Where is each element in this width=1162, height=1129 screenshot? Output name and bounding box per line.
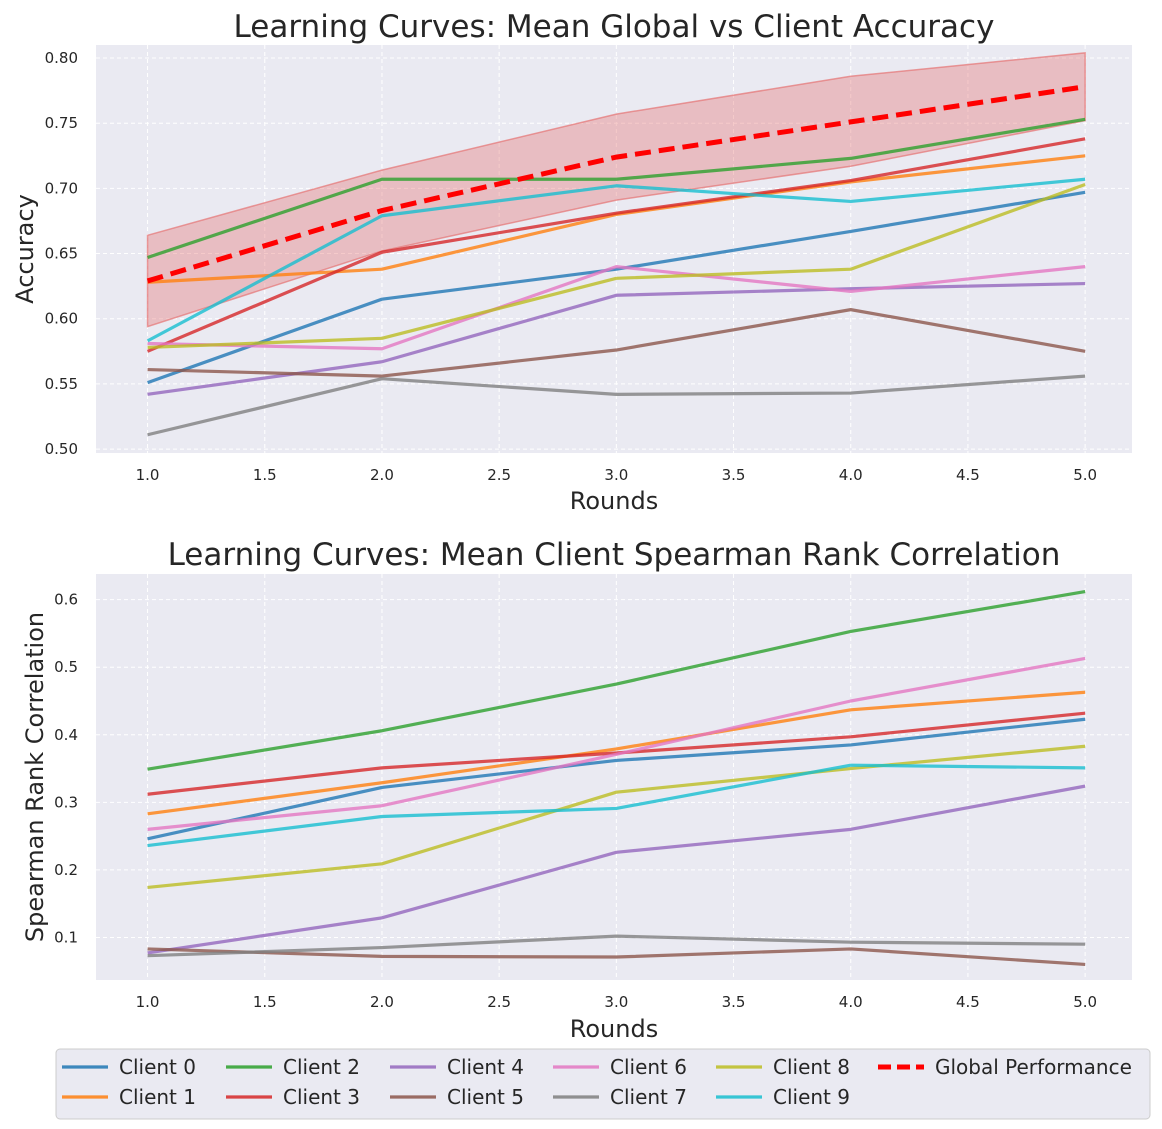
legend-item-client-6: Client 6 (553, 1055, 687, 1079)
legend-label: Client 8 (773, 1055, 850, 1079)
x-tick-label: 1.0 (136, 993, 160, 1011)
x-tick-label: 4.0 (839, 993, 863, 1011)
series-line-client-8 (147, 744, 1086, 890)
y-tick-label: 0.65 (45, 245, 78, 263)
legend-item-client-2: Client 2 (226, 1055, 360, 1079)
y-tick-label: 0.3 (54, 793, 78, 811)
legend-item-client-1: Client 1 (62, 1085, 196, 1109)
x-tick-label: 2.0 (370, 993, 394, 1011)
spearman-chart: Learning Curves: Mean Client Spearman Ra… (21, 537, 1132, 1043)
series-line-client-4 (147, 784, 1086, 955)
y-tick-label: 0.5 (54, 658, 78, 676)
x-tick-label: 3.5 (722, 993, 746, 1011)
spearman-plot-area (96, 574, 1132, 980)
spearman-x-axis-label: Rounds (570, 1015, 658, 1043)
accuracy-chart-title: Learning Curves: Mean Global vs Client A… (234, 9, 995, 45)
series-line-client-5 (147, 947, 1086, 967)
series-line-client-9 (147, 763, 1086, 848)
legend-label: Client 0 (119, 1055, 196, 1079)
series-line-client-5 (147, 308, 1086, 378)
y-tick-label: 0.70 (45, 179, 78, 197)
legend-label: Client 9 (773, 1085, 850, 1109)
legend-label: Global Performance (935, 1055, 1132, 1079)
x-tick-label: 2.5 (487, 993, 511, 1011)
legend-item-client-9: Client 9 (716, 1085, 850, 1109)
x-tick-label: 1.5 (253, 993, 277, 1011)
x-tick-label: 3.5 (722, 466, 746, 484)
y-tick-label: 0.50 (45, 440, 78, 458)
x-tick-label: 4.5 (956, 466, 980, 484)
legend-label: Client 2 (283, 1055, 360, 1079)
accuracy-y-axis-label: Accuracy (11, 194, 39, 304)
series-line-client-2 (147, 117, 1086, 259)
x-tick-label: 2.5 (487, 466, 511, 484)
x-tick-label: 5.0 (1073, 993, 1097, 1011)
accuracy-series-lines (146, 84, 1086, 437)
series-line-client-0 (147, 717, 1086, 841)
y-tick-label: 0.2 (54, 861, 78, 879)
legend-label: Client 6 (610, 1055, 687, 1079)
legend-item-client-7: Client 7 (553, 1085, 687, 1109)
x-tick-label: 3.0 (604, 993, 628, 1011)
series-line-client-7 (147, 374, 1086, 437)
spearman-x-ticks: 1.0 1.5 2.0 2.5 3.0 3.5 4.0 4.5 5.0 (136, 993, 1097, 1011)
spearman-y-axis-label: Spearman Rank Correlation (21, 612, 49, 942)
y-tick-label: 0.60 (45, 310, 78, 328)
y-tick-label: 0.4 (54, 726, 78, 744)
legend-item-global-performance: Global Performance (878, 1055, 1132, 1079)
legend-label: Client 5 (447, 1085, 524, 1109)
series-line-client-6 (147, 656, 1086, 831)
spearman-chart-title: Learning Curves: Mean Client Spearman Ra… (168, 537, 1061, 573)
legend-item-client-0: Client 0 (62, 1055, 196, 1079)
y-tick-label: 0.6 (54, 591, 78, 609)
series-line-client-0 (147, 190, 1086, 385)
legend-item-client-4: Client 4 (390, 1055, 524, 1079)
accuracy-x-axis-label: Rounds (570, 487, 658, 515)
legend: Client 0 Client 1 Client 2 Client 3 Client 4… (55, 1048, 1151, 1120)
legend-item-client-3: Client 3 (226, 1085, 360, 1109)
series-line-client-8 (147, 182, 1086, 350)
series-line-client-3 (146, 137, 1086, 353)
legend-box (55, 1048, 1151, 1120)
x-tick-label: 2.0 (370, 466, 394, 484)
y-tick-label: 0.75 (45, 114, 78, 132)
x-tick-label: 4.5 (956, 993, 980, 1011)
global-performance-line (146, 84, 1086, 284)
spearman-y-ticks: 0.1 0.2 0.3 0.4 0.5 0.6 (54, 591, 78, 947)
x-tick-label: 5.0 (1073, 466, 1097, 484)
legend-label: Client 4 (447, 1055, 524, 1079)
legend-item-client-8: Client 8 (716, 1055, 850, 1079)
series-line-client-9 (146, 177, 1086, 343)
x-tick-label: 1.5 (253, 466, 277, 484)
series-line-client-1 (147, 690, 1086, 816)
accuracy-chart: Learning Curves: Mean Global vs Client A… (11, 9, 1132, 515)
x-tick-label: 1.0 (136, 466, 160, 484)
series-line-client-6 (147, 264, 1086, 351)
legend-label: Client 7 (610, 1085, 687, 1109)
x-tick-label: 3.0 (604, 466, 628, 484)
legend-item-client-5: Client 5 (390, 1085, 524, 1109)
x-tick-label: 4.0 (839, 466, 863, 484)
y-tick-label: 0.55 (45, 375, 78, 393)
y-tick-label: 0.80 (45, 49, 78, 67)
legend-label: Client 1 (119, 1085, 196, 1109)
y-tick-label: 0.1 (54, 928, 78, 946)
series-line-client-7 (147, 934, 1086, 958)
accuracy-x-ticks: 1.0 1.5 2.0 2.5 3.0 3.5 4.0 4.5 5.0 (136, 466, 1097, 484)
legend-label: Client 3 (283, 1085, 360, 1109)
series-line-client-2 (147, 589, 1086, 771)
spearman-series-lines (147, 589, 1086, 967)
accuracy-y-ticks: 0.50 0.55 0.60 0.65 0.70 0.75 0.80 (45, 49, 78, 458)
